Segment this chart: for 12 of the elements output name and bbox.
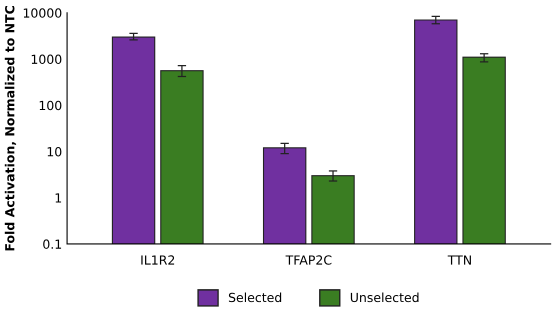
y-tick-label: 100 xyxy=(40,100,62,110)
legend-label: Unselected xyxy=(350,292,418,302)
y-tick-label: 0.1 xyxy=(43,239,62,249)
x-tick-label: IL1R2 xyxy=(141,255,174,265)
y-tick-label: 10 xyxy=(48,146,62,156)
y-tick-label: 1 xyxy=(56,193,62,202)
y-axis-title: Fold Activation, Normalized to NTC xyxy=(4,6,16,250)
y-tick-label: 10000 xyxy=(24,8,62,18)
y-tick-label: 1000 xyxy=(32,54,62,64)
x-tick-label: TTN xyxy=(448,255,471,265)
legend-label: Selected xyxy=(228,292,282,302)
x-tick-label: TFAP2C xyxy=(286,255,332,265)
